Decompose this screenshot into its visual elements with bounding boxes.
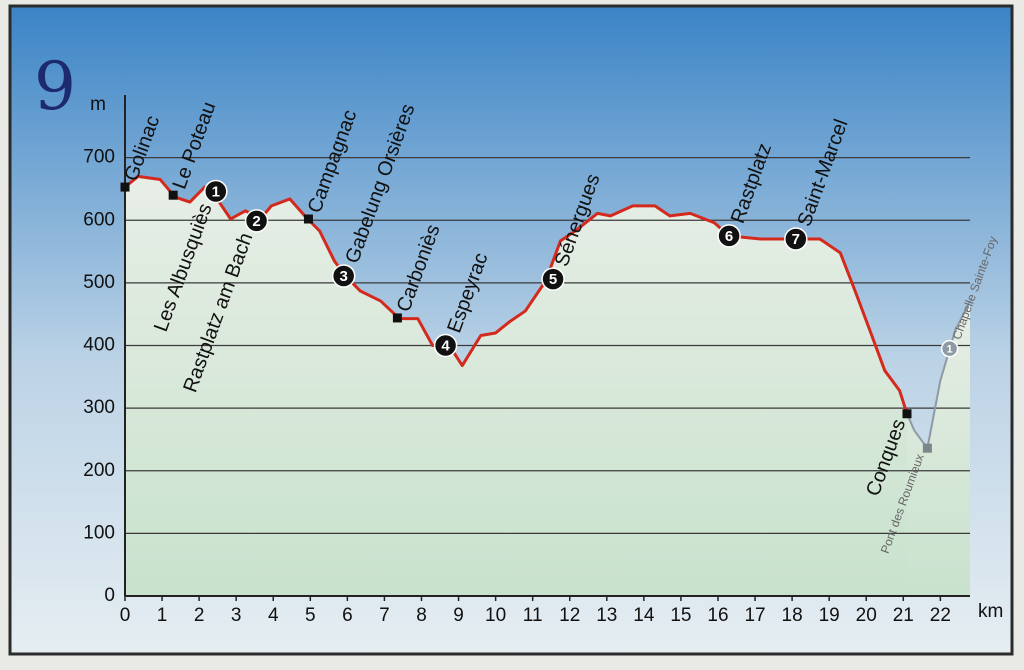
- waypoint-marker: [392, 313, 402, 323]
- waypoint-number: 3: [339, 268, 347, 285]
- y-tick-label: 400: [83, 335, 115, 356]
- y-tick-label: 700: [83, 147, 115, 168]
- y-unit: m: [90, 94, 106, 115]
- y-tick-label: 0: [104, 585, 115, 606]
- waypoint-marker: [717, 224, 741, 248]
- x-tick-label: 6: [342, 605, 353, 626]
- waypoint-number: 5: [549, 271, 557, 288]
- waypoint-number: 2: [252, 213, 260, 230]
- profile-line: [906, 300, 971, 450]
- terrain-area: [906, 301, 970, 596]
- x-tick-label: 3: [231, 605, 242, 626]
- waypoint-number: 6: [725, 228, 733, 245]
- x-tick-label: 15: [670, 605, 691, 626]
- x-tick-label: 21: [893, 605, 914, 626]
- waypoint-marker: [922, 443, 932, 453]
- waypoint-marker: [303, 214, 313, 224]
- y-tick-label: 600: [83, 209, 115, 230]
- x-tick-label: 5: [305, 605, 316, 626]
- x-tick-label: 17: [744, 605, 765, 626]
- y-tick-label: 100: [83, 522, 115, 543]
- x-tick-label: 11: [523, 605, 543, 626]
- waypoint-marker: [541, 267, 565, 291]
- x-tick-label: 19: [819, 605, 840, 626]
- waypoint-marker: [120, 182, 130, 192]
- x-tick-label: 0: [120, 605, 131, 626]
- waypoint-number: 7: [792, 231, 800, 248]
- waypoint-marker: [204, 179, 228, 204]
- x-tick-label: 10: [485, 605, 506, 626]
- waypoint-marker: [244, 209, 269, 233]
- y-tick-label: 200: [83, 460, 115, 481]
- y-tick-label: 300: [83, 397, 115, 418]
- waypoint-number: 1: [947, 344, 953, 356]
- waypoint-marker: [902, 409, 912, 419]
- profile-line: [124, 174, 909, 415]
- waypoint-number: 4: [441, 337, 450, 354]
- x-tick-label: 1: [157, 605, 168, 626]
- x-tick-label: 22: [930, 605, 951, 626]
- waypoint-marker: [331, 264, 356, 288]
- x-tick-label: 16: [707, 605, 728, 626]
- x-tick-label: 18: [782, 605, 803, 626]
- x-tick-label: 20: [856, 605, 877, 626]
- x-tick-label: 4: [268, 605, 279, 626]
- waypoint-number: 1: [212, 183, 220, 200]
- page-number: 9: [34, 48, 76, 125]
- waypoint-marker: [940, 339, 959, 358]
- waypoint-marker: [433, 333, 458, 358]
- x-tick-label: 14: [633, 605, 655, 626]
- x-tick-label: 12: [559, 605, 580, 626]
- x-tick-label: 13: [596, 605, 617, 626]
- terrain-area: [125, 176, 907, 596]
- x-tick-label: 7: [379, 605, 390, 626]
- x-unit: km: [978, 601, 1003, 622]
- y-tick-label: 500: [83, 272, 115, 293]
- waypoint-marker: [784, 227, 808, 251]
- x-tick-label: 8: [416, 605, 427, 626]
- x-tick-label: 9: [453, 605, 464, 626]
- x-tick-label: 2: [194, 605, 205, 626]
- waypoint-marker: [168, 190, 178, 200]
